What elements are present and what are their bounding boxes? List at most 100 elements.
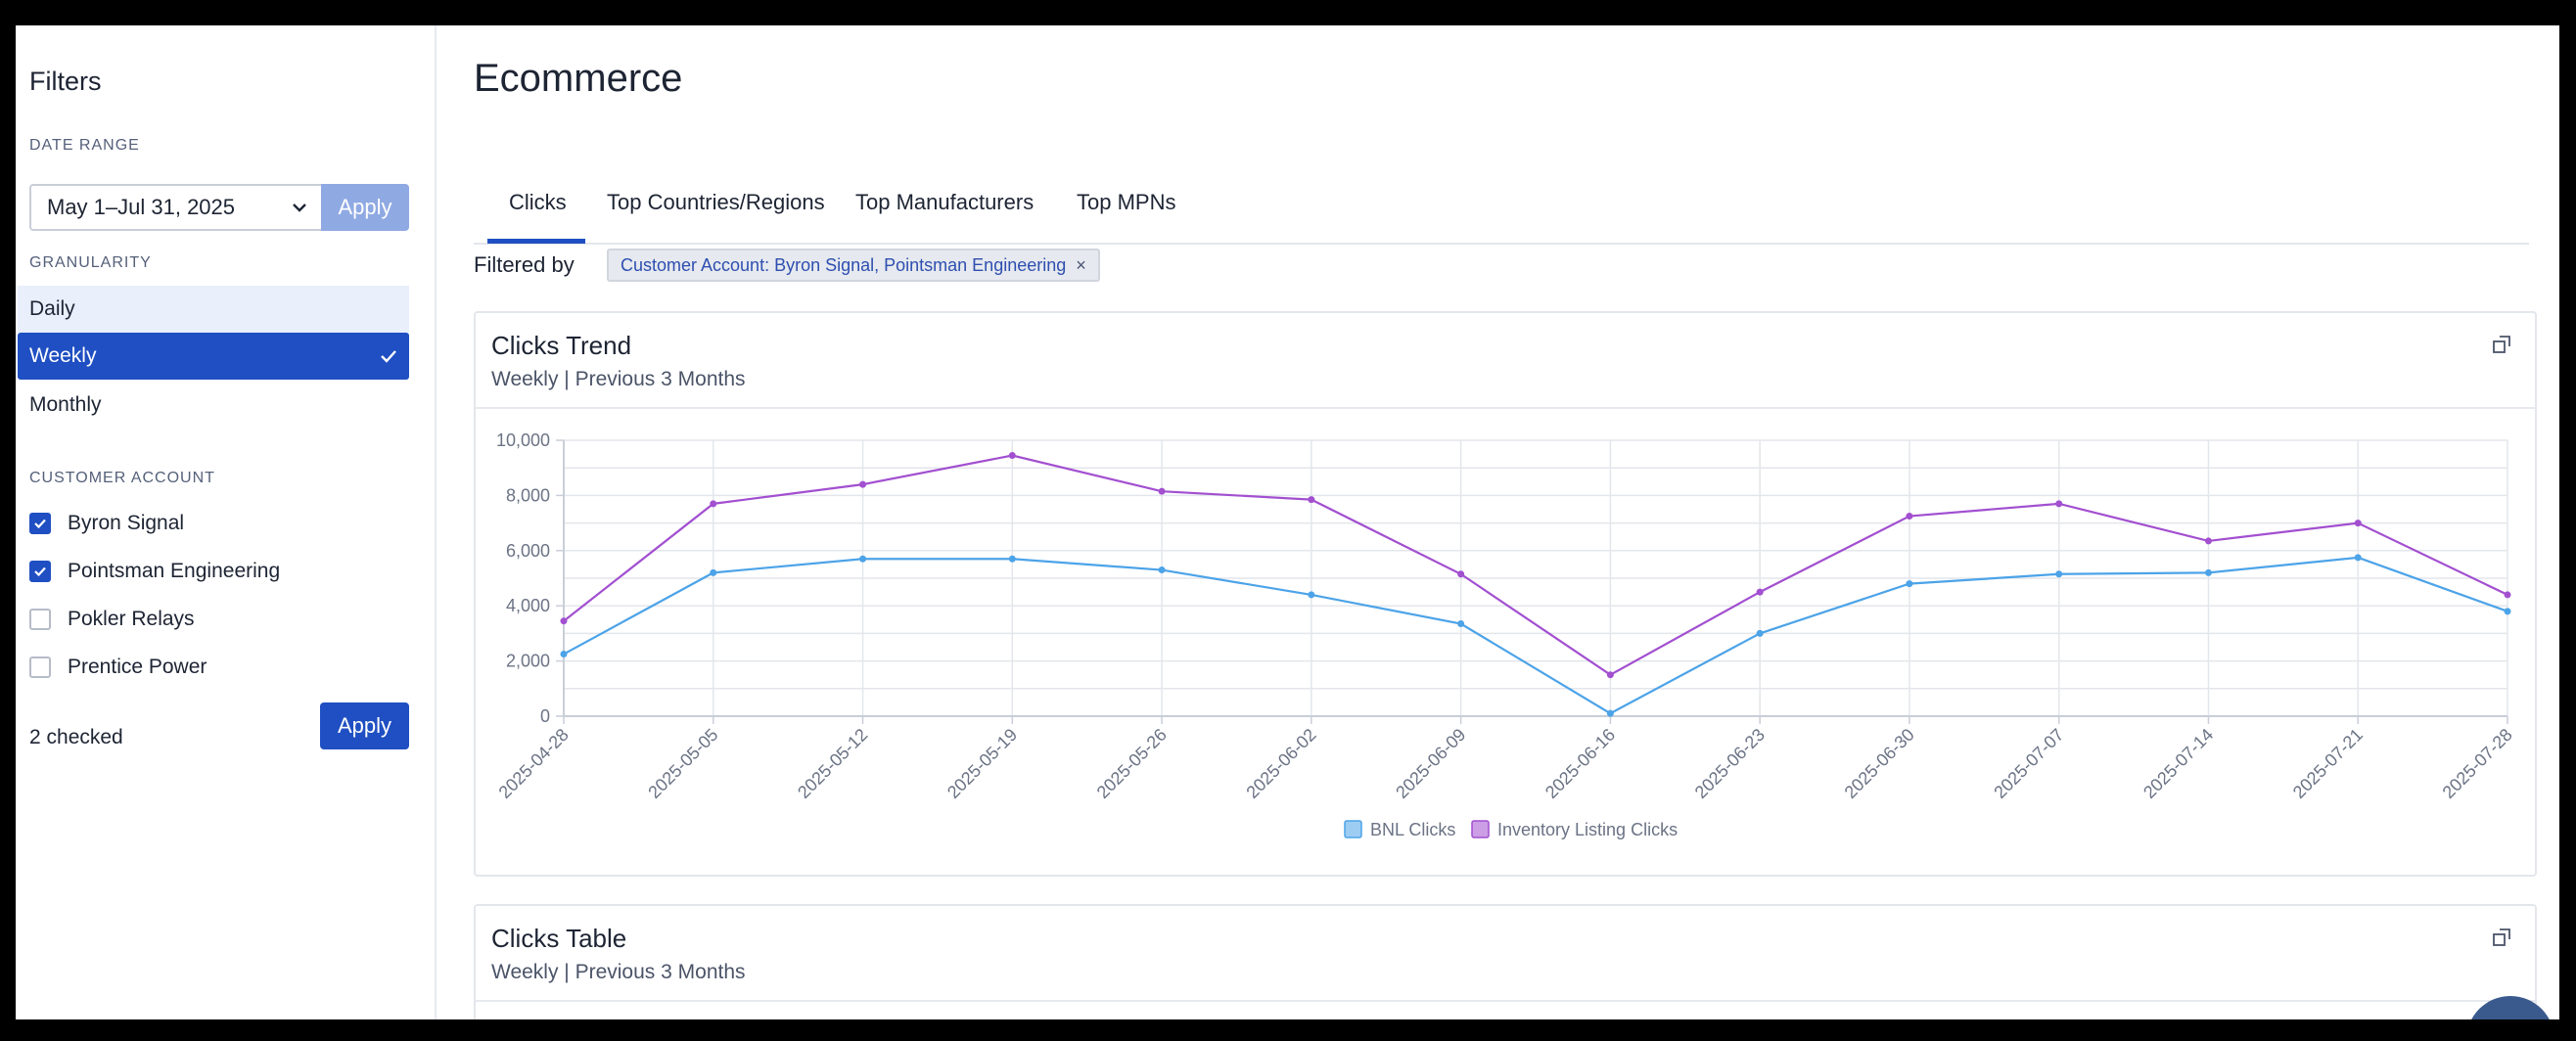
filtered-by-label: Filtered by bbox=[474, 252, 575, 277]
data-point bbox=[1158, 566, 1166, 574]
granularity-option-daily[interactable]: Daily bbox=[18, 286, 409, 333]
data-point bbox=[1158, 487, 1166, 495]
tab-top-mpns[interactable]: Top MPNs bbox=[1077, 190, 1176, 214]
date-range-value: May 1–Jul 31, 2025 bbox=[47, 195, 236, 219]
checkmark-icon bbox=[381, 350, 396, 363]
expand-icon[interactable] bbox=[2492, 335, 2511, 354]
data-point bbox=[560, 651, 568, 658]
customer-option-label: Pointsman Engineering bbox=[68, 560, 281, 582]
series-line-inventory-listing-clicks bbox=[563, 454, 2508, 676]
y-tick-label: 2,000 bbox=[506, 652, 550, 671]
data-point bbox=[2504, 608, 2511, 615]
customer-option-byron-signal[interactable]: Byron Signal bbox=[29, 509, 184, 538]
checkmark-icon bbox=[34, 519, 46, 529]
data-point bbox=[859, 480, 867, 488]
date-apply-button[interactable]: Apply bbox=[321, 184, 409, 231]
clicks-trend-chart: 0 2,000 4,000 6,000 8,000 10,000 2025-04-28 202… bbox=[495, 430, 2516, 839]
data-point bbox=[2354, 520, 2362, 527]
main-content: Ecommerce Clicks Top Countries/Regions T… bbox=[438, 25, 2559, 1019]
x-tick-label: 2025-06-09 bbox=[1392, 725, 1469, 802]
tab-clicks[interactable]: Clicks bbox=[509, 190, 567, 214]
data-point bbox=[710, 500, 717, 508]
x-tick-label: 2025-05-12 bbox=[794, 725, 871, 802]
data-point bbox=[1457, 620, 1465, 628]
legend-swatch bbox=[1471, 820, 1490, 838]
date-range-label: DATE RANGE bbox=[29, 137, 140, 154]
granularity-option-label: Monthly bbox=[29, 393, 102, 416]
customer-option-prentice-power[interactable]: Prentice Power bbox=[29, 653, 207, 682]
data-point bbox=[2204, 568, 2212, 576]
data-point bbox=[1308, 591, 1315, 599]
close-icon[interactable]: × bbox=[1076, 254, 1086, 275]
x-tick-label: 2025-07-14 bbox=[2139, 725, 2217, 802]
data-point bbox=[1756, 629, 1764, 637]
checkbox-unchecked[interactable] bbox=[29, 656, 51, 678]
granularity-label: GRANULARITY bbox=[29, 254, 152, 271]
x-tick-label: 2025-05-05 bbox=[644, 725, 721, 802]
data-point bbox=[2055, 570, 2063, 578]
customer-account-label: CUSTOMER ACCOUNT bbox=[29, 470, 215, 486]
card-header: Clicks Table Weekly | Previous 3 Months bbox=[476, 906, 2535, 1002]
x-tick-label: 2025-04-28 bbox=[495, 725, 573, 802]
data-point bbox=[1606, 671, 1614, 679]
data-point bbox=[1457, 570, 1465, 578]
data-point bbox=[1308, 496, 1315, 504]
customer-apply-button[interactable]: Apply bbox=[320, 702, 409, 749]
date-range-select[interactable]: May 1–Jul 31, 2025 bbox=[29, 184, 325, 231]
tab-top-countries-regions[interactable]: Top Countries/Regions bbox=[607, 190, 825, 214]
checkbox-checked[interactable] bbox=[29, 561, 51, 582]
data-point bbox=[1008, 555, 1016, 563]
card-header: Clicks Trend Weekly | Previous 3 Months bbox=[476, 313, 2535, 409]
customer-option-label: Prentice Power bbox=[68, 656, 207, 678]
legend-label: Inventory Listing Clicks bbox=[1497, 820, 1678, 839]
card-subtitle: Weekly | Previous 3 Months bbox=[491, 961, 746, 983]
granularity-option-weekly[interactable]: Weekly bbox=[18, 333, 409, 380]
y-tick-label: 6,000 bbox=[506, 541, 550, 561]
data-point bbox=[1756, 588, 1764, 596]
x-tick-label: 2025-07-28 bbox=[2439, 725, 2516, 802]
filters-sidebar: Filters DATE RANGE May 1–Jul 31, 2025 Ap… bbox=[16, 25, 437, 1019]
x-tick-label: 2025-05-19 bbox=[943, 725, 1021, 802]
data-point bbox=[1606, 709, 1614, 717]
filters-title: Filters bbox=[29, 67, 102, 96]
series-line-bnl-clicks bbox=[563, 556, 2508, 715]
page-title: Ecommerce bbox=[474, 57, 683, 100]
clicks-trend-card: Clicks Trend Weekly | Previous 3 Months … bbox=[474, 311, 2537, 877]
clicks-table-card: Clicks Table Weekly | Previous 3 Months bbox=[474, 904, 2554, 1019]
card-title: Clicks Table bbox=[491, 924, 627, 953]
customer-option-pointsman-engineering[interactable]: Pointsman Engineering bbox=[29, 557, 280, 586]
card-subtitle: Weekly | Previous 3 Months bbox=[491, 368, 746, 390]
y-tick-label: 4,000 bbox=[506, 596, 550, 615]
checkbox-unchecked[interactable] bbox=[29, 609, 51, 630]
x-tick-label: 2025-06-16 bbox=[1541, 725, 1619, 802]
tab-bar: Clicks Top Countries/Regions Top Manufac… bbox=[474, 162, 2529, 245]
expand-icon[interactable] bbox=[2492, 928, 2511, 947]
customer-option-label: Pokler Relays bbox=[68, 608, 195, 630]
x-tick-label: 2025-07-07 bbox=[1990, 725, 2067, 802]
x-tick-label: 2025-05-26 bbox=[1093, 725, 1171, 802]
x-tick-label: 2025-06-02 bbox=[1242, 725, 1319, 802]
data-point bbox=[859, 555, 867, 563]
y-tick-label: 10,000 bbox=[496, 430, 550, 450]
data-point bbox=[2204, 537, 2212, 545]
filter-chip-label: Customer Account: Byron Signal, Pointsma… bbox=[621, 254, 1067, 275]
data-point bbox=[2354, 554, 2362, 562]
granularity-option-monthly[interactable]: Monthly bbox=[18, 382, 409, 429]
checkbox-checked[interactable] bbox=[29, 513, 51, 534]
customer-option-label: Byron Signal bbox=[68, 512, 185, 534]
y-tick-label: 8,000 bbox=[506, 485, 550, 505]
customer-option-pokler-relays[interactable]: Pokler Relays bbox=[29, 605, 195, 634]
checkmark-icon bbox=[34, 566, 46, 577]
data-point bbox=[1906, 513, 1913, 520]
legend-label: BNL Clicks bbox=[1370, 820, 1455, 839]
tab-top-manufacturers[interactable]: Top Manufacturers bbox=[855, 190, 1035, 214]
data-point bbox=[560, 617, 568, 625]
data-point bbox=[1906, 580, 1913, 588]
checked-count: 2 checked bbox=[29, 726, 123, 748]
y-tick-label: 0 bbox=[540, 706, 550, 726]
card-title: Clicks Trend bbox=[491, 331, 632, 360]
legend-swatch bbox=[1344, 820, 1362, 838]
active-tab-indicator bbox=[487, 239, 585, 244]
chevron-down-icon bbox=[293, 204, 306, 212]
app-window: Filters DATE RANGE May 1–Jul 31, 2025 Ap… bbox=[16, 25, 2559, 1019]
